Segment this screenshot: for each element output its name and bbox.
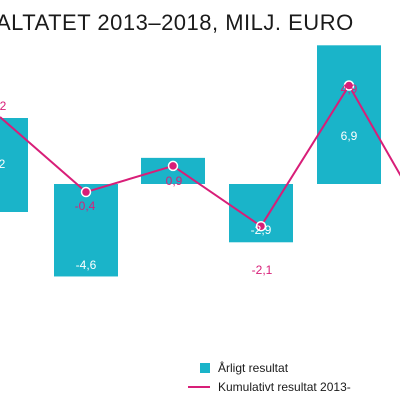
chart-title: ALTATET 2013–2018, MILJ. EURO: [0, 10, 354, 35]
line-point-2014: [80, 186, 92, 198]
line-label-2015: 0,9: [166, 174, 183, 188]
legend-item-bar: Årligt resultat: [188, 358, 351, 377]
cumulative-line: [0, 83, 400, 228]
line-point-2016: [255, 220, 267, 232]
legend: Årligt resultat Kumulativt resultat 2013…: [188, 358, 351, 396]
line-point-2017: [343, 80, 355, 91]
line-layer: [0, 80, 400, 232]
bar-label-2016: -2,9: [251, 223, 272, 237]
bar-2013: [0, 118, 28, 212]
line-label-2014: -0,4: [75, 199, 96, 213]
line-label-2017: 4,9: [341, 82, 358, 96]
bar-label-2015: 1,3: [165, 199, 182, 213]
bar-label-2014: -4,6: [76, 258, 97, 272]
bar-label-2017: 6,9: [341, 129, 358, 143]
legend-label-line: Kumulativt resultat 2013-: [218, 379, 351, 394]
bar-2014: [54, 184, 118, 277]
bar-label-2013: 2: [0, 157, 6, 171]
bar-2017: [317, 45, 381, 185]
labels-layer: 2 -4,6 1,3 -2,9 6,9 2 -0,4 0,9 -2,1 4,9: [0, 82, 358, 277]
legend-swatch-line: [188, 385, 210, 388]
line-label-2013: 2: [0, 99, 7, 113]
legend-swatch-bar: [200, 362, 210, 373]
line-label-2016: -2,1: [252, 263, 273, 277]
line-point-2015: [167, 160, 179, 172]
legend-label-bar: Årligt resultat: [218, 360, 289, 375]
legend-item-line: Kumulativt resultat 2013-: [188, 377, 351, 396]
bars-layer: [0, 45, 381, 277]
